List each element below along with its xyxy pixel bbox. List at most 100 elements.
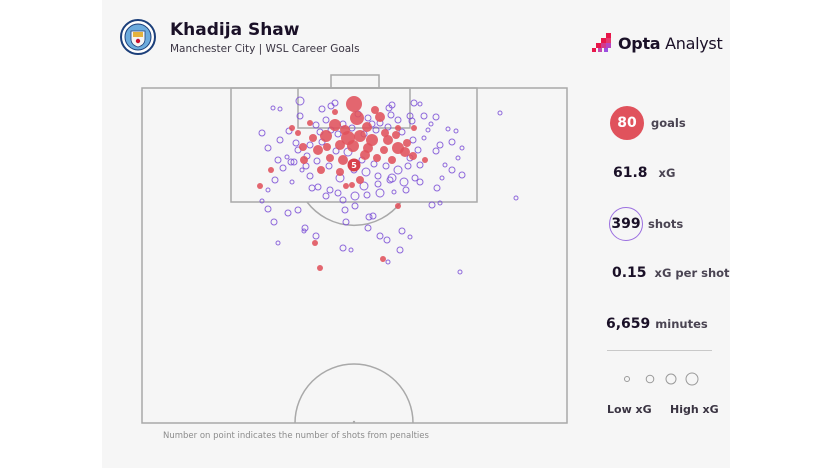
shot-point xyxy=(312,121,320,129)
stat-minutes: 6,659 minutes xyxy=(606,316,708,332)
shot-point xyxy=(292,139,300,147)
shot-point xyxy=(306,172,314,180)
shot-point xyxy=(428,121,434,127)
shot-point xyxy=(274,156,282,164)
shot-point xyxy=(457,269,463,275)
xg-size-legend xyxy=(624,372,699,386)
shot-point xyxy=(351,202,359,210)
shot-point xyxy=(348,247,354,253)
shot-point xyxy=(363,191,371,199)
goal-point xyxy=(338,155,348,165)
shot-point xyxy=(448,166,456,174)
shot-point xyxy=(334,189,342,197)
penalty-count-label: 5 xyxy=(351,161,357,170)
goal-point xyxy=(383,135,393,145)
goal-point xyxy=(380,146,388,154)
shot-point xyxy=(384,123,392,131)
shot-point xyxy=(374,172,382,180)
shot-point xyxy=(339,244,347,252)
shot-point xyxy=(350,191,360,201)
shot-point xyxy=(407,234,413,240)
shot-point xyxy=(361,167,371,177)
goal-point xyxy=(309,134,317,142)
shot-point xyxy=(359,181,369,191)
goal-point xyxy=(326,154,334,162)
shot-point xyxy=(372,126,380,134)
shot-point xyxy=(299,167,305,173)
goal-point xyxy=(403,139,411,147)
shot-point xyxy=(402,186,410,194)
goal-point xyxy=(299,143,307,151)
shot-point xyxy=(279,164,287,172)
shot-point xyxy=(364,114,372,122)
shot-point xyxy=(445,126,451,132)
shot-point xyxy=(364,224,372,232)
goal-point xyxy=(323,143,331,151)
legend-circle-xs-icon xyxy=(624,376,630,382)
shot-point xyxy=(313,157,321,165)
legend-circle-l-icon xyxy=(685,372,699,386)
shot-point xyxy=(394,116,402,124)
footnote: Number on point indicates the number of … xyxy=(163,431,429,441)
shot-point xyxy=(425,127,431,133)
legend-low-xg: Low xG xyxy=(607,403,652,416)
goal-point xyxy=(268,167,274,173)
shot-point xyxy=(301,224,309,232)
stat-shots: 399 shots xyxy=(609,207,683,241)
goal-point xyxy=(313,145,323,155)
shot-point xyxy=(417,101,423,107)
xg-value: 61.8 xyxy=(613,165,648,181)
brand-logo: Opta Analyst xyxy=(592,30,723,56)
goal-point xyxy=(320,130,332,142)
shot-point xyxy=(428,201,436,209)
goal-point xyxy=(422,157,428,163)
shot-point xyxy=(369,212,377,220)
goal-point xyxy=(317,166,325,174)
shot-point xyxy=(264,205,272,213)
goals-label: goals xyxy=(651,116,686,130)
goal-point xyxy=(395,125,401,131)
shot-point xyxy=(326,186,334,194)
shot-point xyxy=(416,161,424,169)
goal-point xyxy=(375,112,385,122)
goal-point xyxy=(354,130,366,142)
center-spot xyxy=(352,420,356,424)
shot-point xyxy=(277,106,283,112)
shot-point xyxy=(455,155,461,161)
page-title: Khadija Shaw xyxy=(170,20,300,40)
shot-point xyxy=(314,183,322,191)
goal-point xyxy=(363,143,373,153)
opta-pixel-icon xyxy=(592,33,611,52)
shot-point xyxy=(334,130,342,138)
shot-point xyxy=(409,136,417,144)
goal-point xyxy=(257,183,263,189)
shot-point xyxy=(331,99,339,107)
shot-point xyxy=(327,102,335,110)
goal-point xyxy=(312,240,318,246)
shot-point xyxy=(284,209,292,217)
shot-point xyxy=(312,232,320,240)
minutes-label: minutes xyxy=(655,317,708,331)
goal-point xyxy=(335,140,345,150)
stats-divider xyxy=(607,350,712,351)
goal-point xyxy=(289,125,295,131)
penalty-annotation: 5 xyxy=(347,158,361,172)
shot-point xyxy=(383,236,391,244)
goal-point xyxy=(343,183,349,189)
penalty-arc xyxy=(306,201,402,226)
page-subtitle: Manchester City | WSL Career Goals xyxy=(170,43,360,55)
goals-layer xyxy=(257,96,428,271)
legend-circle-m-icon xyxy=(665,373,677,385)
shot-point xyxy=(287,158,295,166)
shot-point xyxy=(276,136,284,144)
shot-point xyxy=(432,147,440,155)
shot-point xyxy=(433,184,441,192)
shot-point xyxy=(420,112,428,120)
stat-xg-per-shot: 0.15 xG per shot xyxy=(612,265,730,281)
shot-point xyxy=(513,195,519,201)
shot-point xyxy=(270,218,278,226)
goal xyxy=(330,74,380,89)
shot-point xyxy=(398,227,406,235)
shot-point xyxy=(442,162,448,168)
